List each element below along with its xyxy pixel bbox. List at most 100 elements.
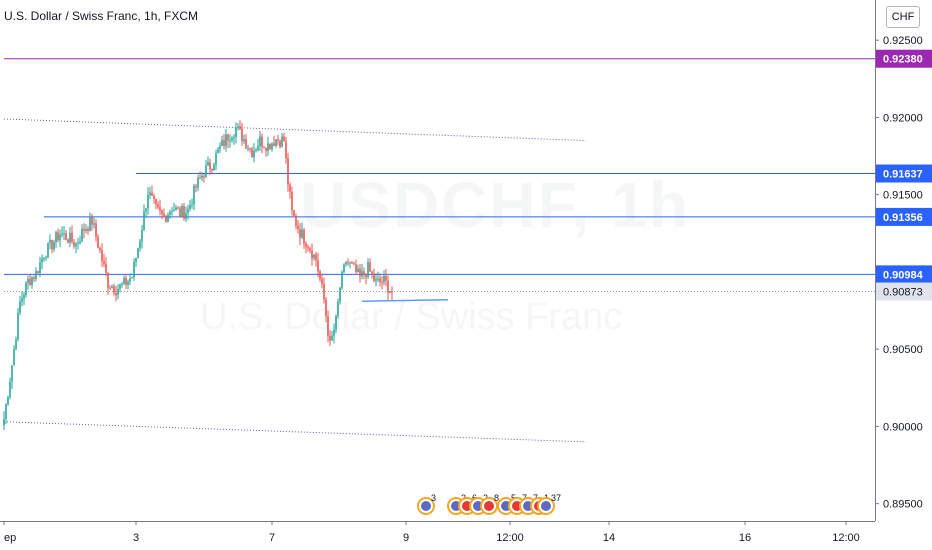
candle	[245, 134, 247, 150]
candle	[125, 273, 127, 290]
economic-events[interactable]: 32628577137	[417, 493, 561, 515]
candle	[55, 230, 57, 248]
candle	[163, 208, 165, 218]
candle	[15, 336, 17, 351]
candle	[203, 174, 205, 183]
candle	[333, 323, 335, 344]
candle	[369, 258, 371, 273]
candle	[167, 212, 169, 223]
x-tick-label: 9	[403, 532, 409, 544]
candle	[135, 257, 137, 267]
candle	[99, 246, 101, 254]
candle	[83, 223, 85, 239]
event-group-0[interactable]: 3	[417, 493, 436, 515]
candle	[107, 272, 109, 295]
candle	[211, 168, 213, 174]
event-group-3[interactable]: 37	[537, 493, 561, 515]
event-group-1[interactable]: 2628	[447, 493, 499, 515]
candle	[253, 143, 255, 163]
candle	[191, 198, 193, 209]
candle	[93, 217, 95, 229]
trend-segment[interactable]	[361, 298, 449, 303]
candle	[387, 275, 389, 301]
svg-text:0.91356: 0.91356	[883, 212, 923, 224]
event-count: 3	[431, 493, 436, 503]
candle	[23, 291, 25, 306]
candle	[137, 247, 139, 259]
candle	[267, 136, 269, 157]
candle	[39, 256, 41, 277]
candle	[117, 284, 119, 300]
candle	[63, 225, 65, 240]
candle	[287, 152, 289, 192]
candle	[263, 146, 265, 149]
candle	[243, 134, 245, 144]
candle	[45, 255, 47, 261]
candle	[11, 365, 13, 390]
channel-line-0[interactable]	[3, 118, 587, 142]
candle	[303, 228, 305, 249]
candle	[265, 147, 267, 157]
candle	[195, 183, 197, 193]
candle	[337, 298, 339, 319]
candle	[19, 295, 21, 316]
y-tick-label: 0.92000	[883, 112, 923, 124]
candle	[235, 122, 237, 144]
candle	[207, 156, 209, 167]
candle	[69, 227, 71, 248]
price-label: 0.90984	[876, 265, 932, 284]
event-count: 37	[551, 493, 561, 503]
candle	[247, 144, 249, 152]
candle	[345, 260, 347, 267]
candle	[165, 215, 167, 223]
candle	[275, 139, 277, 148]
y-tick-label: 0.91500	[883, 190, 923, 202]
candle	[177, 206, 179, 210]
candle	[37, 270, 39, 274]
y-tick-label: 0.90000	[883, 421, 923, 433]
candle	[91, 213, 93, 231]
candle	[365, 273, 367, 285]
candle	[321, 273, 323, 289]
candle	[293, 210, 295, 217]
candle	[231, 136, 233, 143]
candle	[127, 279, 129, 290]
candle	[299, 223, 301, 246]
candle	[343, 263, 345, 274]
y-tick-label: 0.92500	[883, 35, 923, 47]
candle	[53, 240, 55, 253]
candle	[161, 209, 163, 220]
channel-line-1[interactable]	[3, 421, 587, 443]
currency-selector[interactable]: CHF	[886, 6, 920, 28]
candle	[181, 203, 183, 218]
price-label: 0.90873	[876, 282, 932, 301]
candle	[351, 261, 353, 264]
price-label: 0.91637	[876, 164, 932, 183]
candle	[201, 171, 203, 182]
x-tick-label: 12:00	[496, 532, 524, 544]
watermark-symbol: USDCHF, 1h	[300, 169, 690, 241]
y-tick-label: 0.90500	[883, 344, 923, 356]
svg-text:0.91637: 0.91637	[883, 168, 923, 180]
candle	[249, 147, 251, 153]
candle	[7, 395, 9, 406]
candle	[105, 257, 107, 277]
candle	[315, 251, 317, 267]
candle	[123, 275, 125, 286]
candle	[307, 244, 309, 252]
candle	[147, 187, 149, 215]
candle	[173, 202, 175, 212]
candle	[31, 276, 33, 289]
candle	[385, 269, 387, 287]
candle	[103, 253, 105, 268]
candle	[391, 286, 393, 301]
candle	[81, 224, 83, 243]
candle	[35, 267, 37, 282]
x-tick-label: 14	[603, 532, 615, 544]
candle	[59, 229, 61, 248]
candle	[175, 204, 177, 211]
candle	[361, 263, 363, 280]
candle	[133, 258, 135, 281]
candle	[251, 146, 253, 158]
